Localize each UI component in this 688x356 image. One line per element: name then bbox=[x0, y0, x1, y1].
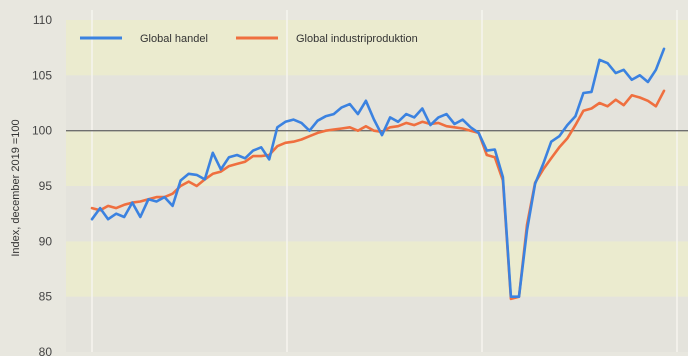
series-line bbox=[90, 89, 666, 301]
y-tick-label: 80 bbox=[39, 345, 53, 356]
vertical-gridlines bbox=[91, 10, 678, 352]
y-axis: 80 85 90 95 100 105 110 bbox=[32, 13, 52, 356]
series-lines bbox=[90, 47, 666, 301]
background-band bbox=[66, 20, 688, 76]
y-axis-label: Index, december 2019 =100 bbox=[10, 119, 22, 256]
y-tick-label: 85 bbox=[39, 290, 53, 304]
background-band bbox=[66, 296, 688, 352]
background-band bbox=[66, 186, 688, 242]
series-line bbox=[90, 47, 666, 299]
legend-label: Global industriproduktion bbox=[296, 33, 418, 45]
background-bands bbox=[66, 20, 688, 352]
y-tick-label: 105 bbox=[32, 68, 52, 82]
legend: Global handel Global industriproduktion bbox=[80, 33, 418, 45]
y-tick-label: 90 bbox=[39, 234, 53, 248]
background-band bbox=[66, 75, 688, 131]
y-tick-label: 95 bbox=[39, 179, 53, 193]
background-band bbox=[66, 130, 688, 186]
y-tick-label: 100 bbox=[32, 124, 52, 138]
legend-label: Global handel bbox=[140, 33, 208, 45]
background-band bbox=[66, 241, 688, 297]
y-tick-label: 110 bbox=[33, 13, 52, 27]
